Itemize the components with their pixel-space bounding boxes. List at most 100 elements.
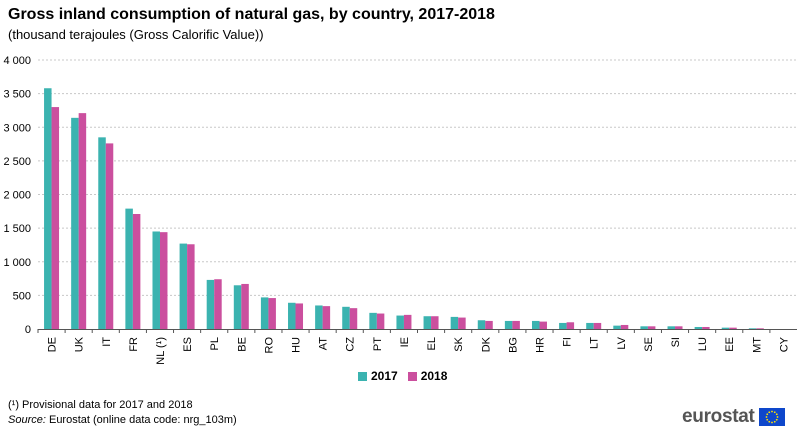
x-tick-label: SI	[670, 337, 682, 347]
bar-2017-19	[559, 322, 567, 329]
x-tick-label: HR	[534, 337, 546, 353]
bar-2018-17	[512, 320, 520, 329]
x-tick-label: PT	[372, 337, 384, 351]
legend-item-2018: 2018	[407, 369, 448, 383]
bar-2018-21	[620, 324, 629, 329]
x-tick-label: SE	[643, 337, 655, 352]
y-tick-label: 4 000	[3, 55, 31, 67]
x-tick-label: SK	[453, 336, 465, 351]
x-tick-label: LV	[616, 336, 628, 349]
bar-2018-19	[566, 322, 575, 329]
bar-2017-24	[694, 326, 703, 329]
y-tick-label: 2 000	[3, 190, 31, 202]
bar-2018-23	[675, 326, 683, 329]
bar-2018-9	[295, 303, 304, 329]
bar-2017-17	[504, 320, 513, 329]
bar-2017-14	[423, 316, 432, 329]
legend-swatch-2017	[358, 371, 367, 381]
bar-2017-3	[125, 208, 133, 329]
x-tick-label: MT	[751, 337, 763, 353]
x-tick-label: IE	[399, 337, 411, 347]
x-tick-label: DK	[480, 336, 492, 352]
x-tick-label: PL	[209, 337, 221, 350]
x-tick-label: HU	[291, 337, 303, 353]
bar-2017-1	[71, 117, 79, 330]
x-tick-label: EL	[426, 337, 438, 350]
bar-2017-15	[450, 316, 459, 329]
logo-text: eurostat	[682, 406, 755, 427]
bar-2018-13	[403, 314, 412, 329]
bar-2018-6	[214, 279, 222, 329]
x-tick-label: IT	[101, 337, 113, 347]
source-label: Source:	[8, 414, 46, 426]
bar-2018-20	[593, 322, 602, 329]
bar-2017-7	[233, 285, 242, 329]
y-tick-label: 500	[13, 290, 31, 302]
bar-2018-12	[376, 313, 385, 329]
bar-2017-23	[667, 326, 676, 329]
x-tick-label: FI	[562, 337, 574, 347]
bar-2018-7	[241, 283, 249, 329]
legend-label-2017: 2017	[371, 369, 398, 383]
x-tick-label: BE	[236, 337, 248, 352]
x-tick-label: DE	[47, 337, 59, 352]
eu-flag-icon	[758, 408, 785, 426]
y-tick-label: 3 500	[3, 89, 31, 101]
x-tick-label: FR	[128, 337, 140, 352]
x-tick-label: LT	[589, 337, 601, 349]
x-tick-label: RO	[263, 337, 275, 354]
bar-2018-14	[431, 316, 439, 329]
bar-2018-1	[78, 113, 87, 329]
chart-subtitle: (thousand terajoules (Gross Calorific Va…	[8, 27, 264, 42]
x-tick-label: NL (¹)	[155, 337, 167, 365]
x-tick-label: EE	[724, 337, 736, 352]
bar-2018-0	[51, 107, 60, 329]
bar-2017-9	[288, 302, 296, 329]
bar-2017-20	[586, 322, 594, 329]
chart-title: Gross inland consumption of natural gas,…	[8, 6, 495, 23]
legend-swatch-2018	[407, 371, 417, 381]
source-note: Source: Eurostat (online data code: nrg_…	[8, 414, 237, 426]
bar-2017-25	[721, 327, 730, 329]
bar-2017-12	[369, 312, 377, 329]
bar-2017-22	[640, 326, 648, 329]
bar-2017-10	[315, 305, 323, 329]
bar-2018-15	[458, 317, 466, 329]
y-tick-label: 1 000	[3, 257, 31, 269]
y-tick-label: 3 000	[3, 122, 31, 134]
chart-legend: 2017 2018	[358, 369, 457, 383]
bar-2017-21	[613, 325, 621, 329]
bar-2017-0	[44, 88, 52, 330]
x-tick-label: BG	[507, 337, 519, 353]
x-tick-label: AT	[318, 337, 330, 351]
eurostat-logo: eurostat	[682, 406, 785, 428]
y-tick-label: 2 500	[3, 156, 31, 168]
footnote: (¹) Provisional data for 2017 and 2018	[8, 399, 193, 411]
source-text: Eurostat (online data code: nrg_103m)	[45, 414, 237, 426]
legend-item-2017: 2017	[358, 369, 398, 383]
legend-label-2018: 2018	[420, 369, 448, 383]
x-tick-label: LU	[697, 337, 709, 351]
bar-chart: 0 500 1 000 1 500 2 000 2 500 3 000 3 500 4 000 D…	[3, 55, 797, 365]
bar-2018-22	[647, 326, 656, 329]
bar-2017-26	[748, 328, 757, 329]
x-tick-label: ES	[182, 337, 194, 352]
x-tick-label: CZ	[345, 337, 357, 352]
bar-2018-18	[539, 321, 547, 329]
bar-2018-10	[322, 306, 331, 329]
bar-2018-4	[159, 232, 168, 329]
bar-2018-8	[268, 298, 276, 329]
bar-2017-8	[260, 297, 269, 329]
bar-2018-11	[349, 308, 358, 329]
bar-2017-5	[179, 243, 188, 329]
bar-2017-4	[152, 231, 160, 329]
bar-2017-6	[206, 279, 215, 329]
bar-2018-16	[485, 320, 493, 329]
y-tick-label: 0	[25, 324, 31, 336]
bar-2018-2	[105, 143, 114, 329]
bar-2017-18	[531, 320, 540, 329]
bar-2017-11	[342, 306, 350, 329]
bar-2018-24	[702, 326, 710, 329]
bar-2017-2	[98, 137, 106, 329]
y-tick-label: 1 500	[3, 223, 31, 235]
